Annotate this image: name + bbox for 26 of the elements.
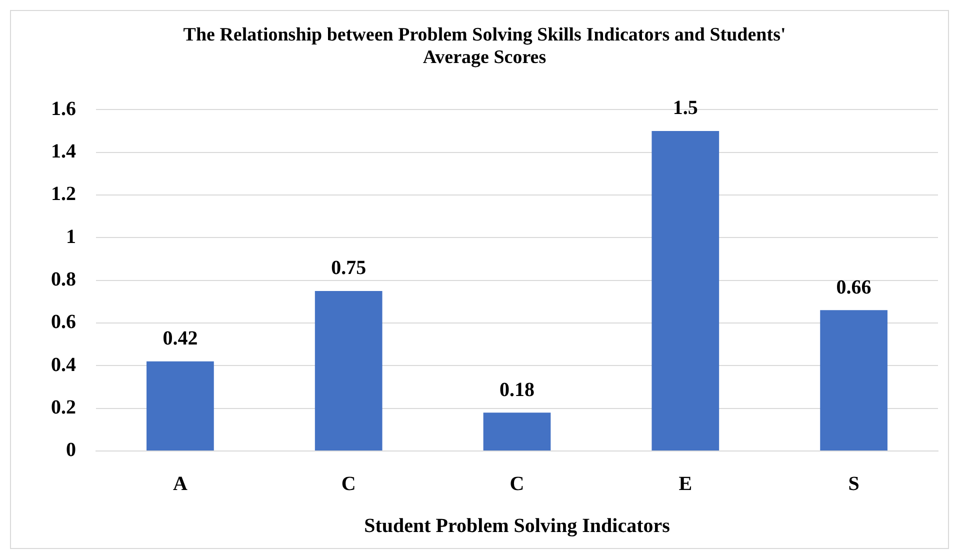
data-label: 0.42: [162, 328, 198, 350]
x-tick-label: C: [510, 473, 524, 496]
y-tick-label: 0.8: [51, 268, 76, 290]
chart-title: The Relationship between Problem Solving Skills Indicators and Students' Average Scores: [183, 24, 786, 68]
y-tick-label: 0: [66, 439, 76, 462]
y-tick-label: 1.2: [51, 183, 76, 206]
bar: [483, 412, 551, 450]
bar: [820, 310, 888, 450]
data-label: 0.75: [331, 257, 366, 280]
y-tick-label: 0.6: [51, 311, 76, 334]
y-tick-label: 0.2: [51, 396, 76, 418]
bar: [314, 290, 382, 450]
y-tick-label: 1: [66, 226, 76, 248]
data-label: 0.18: [500, 378, 534, 401]
y-tick-label: 0.4: [51, 354, 76, 376]
x-tick-label: A: [172, 473, 188, 496]
x-tick-label: E: [678, 473, 692, 496]
data-label: 0.66: [836, 276, 872, 298]
data-label: 1.5: [672, 97, 698, 120]
y-tick-label: 1.6: [51, 98, 76, 120]
x-tick-label: C: [341, 473, 356, 496]
x-tick-label: S: [848, 473, 860, 496]
y-tick-label: 1.4: [51, 140, 76, 162]
x-axis-title: Student Problem Solving Indicators: [364, 515, 670, 538]
bar: [146, 361, 214, 450]
bar: [652, 130, 720, 450]
